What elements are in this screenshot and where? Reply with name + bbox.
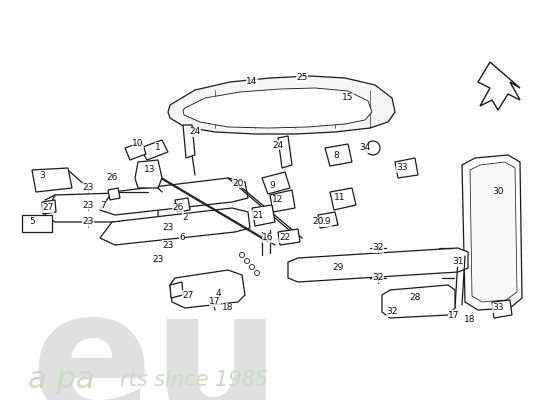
Polygon shape xyxy=(100,178,248,215)
Polygon shape xyxy=(32,168,72,192)
Text: 30: 30 xyxy=(492,188,504,196)
Polygon shape xyxy=(45,192,158,222)
Text: 18: 18 xyxy=(222,304,234,312)
Text: 26: 26 xyxy=(106,174,118,182)
Text: eu: eu xyxy=(30,280,281,400)
Polygon shape xyxy=(382,285,455,318)
Text: 23: 23 xyxy=(82,184,94,192)
Polygon shape xyxy=(170,270,245,308)
Text: 6: 6 xyxy=(179,234,185,242)
Text: 20: 20 xyxy=(312,218,324,226)
Text: 17: 17 xyxy=(209,298,221,306)
Polygon shape xyxy=(462,155,522,310)
Text: 19: 19 xyxy=(320,218,332,226)
Text: 23: 23 xyxy=(152,256,164,264)
Polygon shape xyxy=(318,212,338,228)
Text: a pa: a pa xyxy=(28,365,95,394)
Polygon shape xyxy=(168,76,395,134)
Text: 23: 23 xyxy=(162,240,174,250)
Text: 23: 23 xyxy=(82,218,94,226)
Polygon shape xyxy=(183,88,372,128)
Polygon shape xyxy=(140,140,168,160)
Polygon shape xyxy=(183,125,195,158)
Text: rts since 1985: rts since 1985 xyxy=(120,370,268,390)
Circle shape xyxy=(239,252,245,258)
Polygon shape xyxy=(170,282,183,298)
Text: 11: 11 xyxy=(334,194,346,202)
Text: 17: 17 xyxy=(448,310,460,320)
Text: 8: 8 xyxy=(333,150,339,160)
Text: 2: 2 xyxy=(182,214,188,222)
Polygon shape xyxy=(22,215,52,232)
Text: 15: 15 xyxy=(342,94,354,102)
Text: 27: 27 xyxy=(42,204,54,212)
Text: 25: 25 xyxy=(296,74,307,82)
Circle shape xyxy=(366,141,380,155)
Polygon shape xyxy=(492,300,512,318)
Text: 33: 33 xyxy=(492,304,504,312)
Polygon shape xyxy=(135,160,162,188)
Circle shape xyxy=(255,270,260,276)
Polygon shape xyxy=(278,136,292,168)
Polygon shape xyxy=(278,229,300,245)
Polygon shape xyxy=(175,198,190,212)
Text: 32: 32 xyxy=(386,308,398,316)
Text: 33: 33 xyxy=(396,164,408,172)
Polygon shape xyxy=(42,200,56,214)
Polygon shape xyxy=(125,142,146,160)
Polygon shape xyxy=(325,144,352,166)
Text: 16: 16 xyxy=(262,234,274,242)
Text: 5: 5 xyxy=(29,218,35,226)
Polygon shape xyxy=(262,172,290,194)
Text: 18: 18 xyxy=(464,316,476,324)
Text: 10: 10 xyxy=(132,138,144,148)
Text: 13: 13 xyxy=(144,166,156,174)
Polygon shape xyxy=(330,188,356,210)
Polygon shape xyxy=(252,205,275,226)
Polygon shape xyxy=(100,208,250,245)
Text: 32: 32 xyxy=(372,244,384,252)
Text: 14: 14 xyxy=(246,78,258,86)
Text: 12: 12 xyxy=(272,196,284,204)
Text: 24: 24 xyxy=(272,140,284,150)
Text: 4: 4 xyxy=(215,288,221,298)
Text: 7: 7 xyxy=(100,200,106,210)
Polygon shape xyxy=(270,190,295,212)
Text: 23: 23 xyxy=(82,200,94,210)
Text: 23: 23 xyxy=(162,224,174,232)
Polygon shape xyxy=(288,248,468,282)
Text: 3: 3 xyxy=(39,170,45,180)
Text: 32: 32 xyxy=(372,274,384,282)
Text: 34: 34 xyxy=(359,144,371,152)
Text: 24: 24 xyxy=(189,128,201,136)
Circle shape xyxy=(245,258,250,264)
Text: 29: 29 xyxy=(332,264,344,272)
Polygon shape xyxy=(108,188,120,200)
Text: 22: 22 xyxy=(279,234,290,242)
Text: 26: 26 xyxy=(172,204,184,212)
Polygon shape xyxy=(478,62,520,110)
Text: 21: 21 xyxy=(252,210,263,220)
Text: 20: 20 xyxy=(232,178,244,188)
Text: 31: 31 xyxy=(452,258,464,266)
Text: 27: 27 xyxy=(182,290,194,300)
Text: 1: 1 xyxy=(155,142,161,152)
Polygon shape xyxy=(395,158,418,178)
Text: 9: 9 xyxy=(269,180,275,190)
Polygon shape xyxy=(470,162,517,302)
Text: 28: 28 xyxy=(409,294,421,302)
Circle shape xyxy=(250,264,255,270)
